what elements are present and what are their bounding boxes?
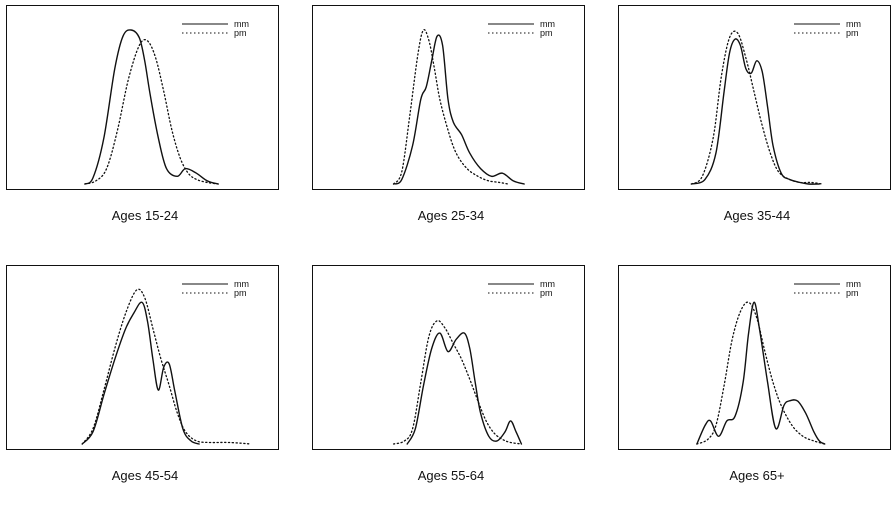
legend-label-pm: pm [540,288,553,298]
plot-frame [618,265,891,450]
plot-frame [6,5,279,190]
plot-frame [312,265,585,450]
legend-label-pm: pm [846,288,859,298]
panel-caption: Ages 15-24 [111,208,179,223]
panel-caption: Ages 25-34 [417,208,485,223]
legend-label-mm: mm [540,19,555,29]
series-line-mm [392,34,525,185]
series-line-mm [406,332,523,445]
series-line-pm [81,288,252,445]
plot-frame [6,265,279,450]
legend-label-mm: mm [846,19,861,29]
density-panel: mm pm Ages 25-34 [312,0,590,250]
series-line-pm [696,301,826,445]
density-panel: mm pm Ages 65+ [618,260,893,510]
series-line-pm [84,38,219,185]
legend-label-mm: mm [234,279,249,289]
series-line-pm [392,28,509,185]
plot-frame [618,5,891,190]
series-line-mm [81,301,200,445]
series-line-mm [690,38,820,185]
legend-label-pm: pm [234,288,247,298]
series-line-pm [392,319,523,445]
panel-caption: Ages 55-64 [417,468,485,483]
panel-caption: Ages 65+ [729,468,785,483]
density-panel: mm pm Ages 15-24 [6,0,284,250]
density-panel: mm pm Ages 35-44 [618,0,893,250]
density-panel: mm pm Ages 55-64 [312,260,590,510]
series-line-pm [690,30,823,185]
legend-label-mm: mm [540,279,555,289]
panel-caption: Ages 45-54 [111,468,179,483]
legend-label-mm: mm [846,279,861,289]
legend-label-pm: pm [846,28,859,38]
series-line-mm [84,29,219,185]
density-panel: mm pm Ages 45-54 [6,260,284,510]
plot-frame [312,5,585,190]
panel-caption: Ages 35-44 [723,208,791,223]
legend-label-pm: pm [540,28,553,38]
legend-label-mm: mm [234,19,249,29]
legend-label-pm: pm [234,28,247,38]
